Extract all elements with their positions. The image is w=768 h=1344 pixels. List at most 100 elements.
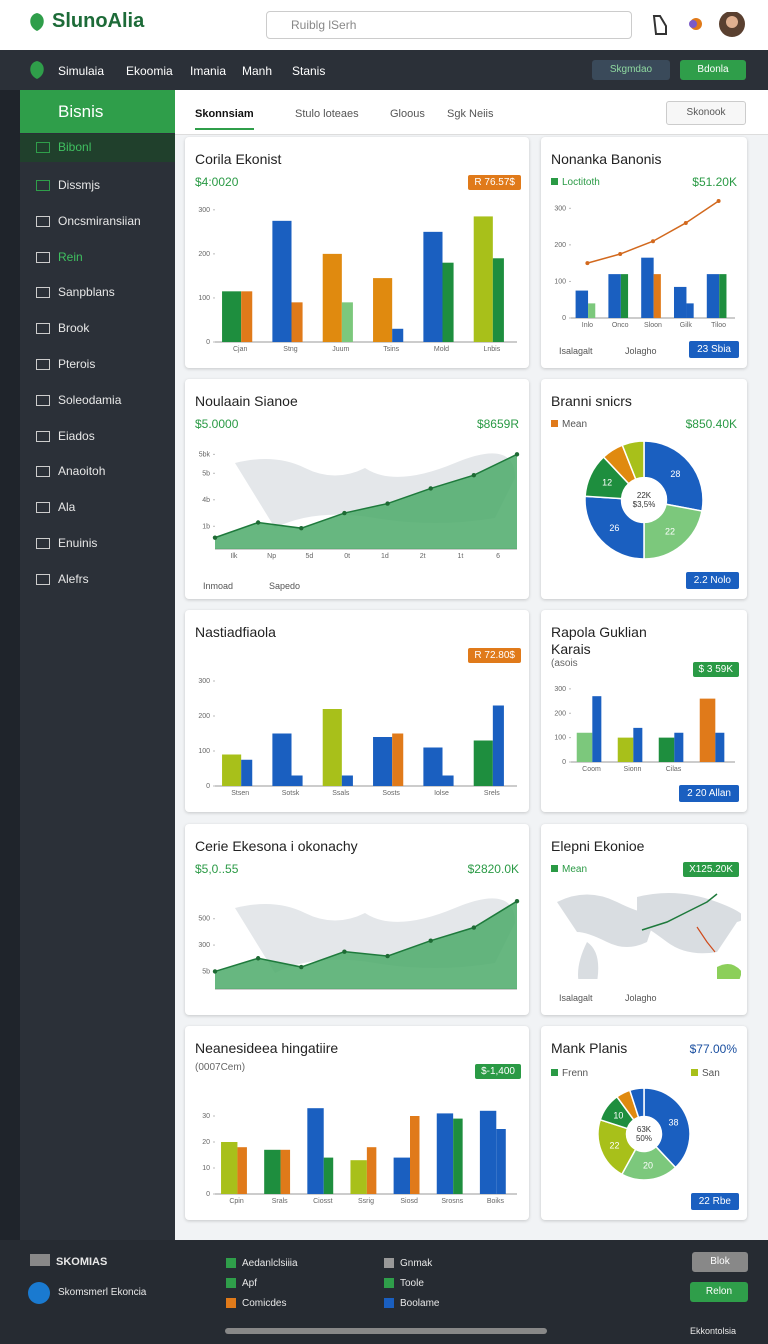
card-title: Noulaain Sianoe: [195, 393, 298, 409]
y-tick-label: 100: [198, 748, 210, 755]
footer-icon: [30, 1254, 50, 1266]
card-subtitle: (asois: [551, 658, 578, 669]
legend-swatch: [551, 865, 558, 872]
pie-label: 20: [643, 1160, 653, 1170]
bar: [350, 1160, 367, 1194]
footer-legend-swatch: [226, 1278, 236, 1288]
footer-note: Ekkontolsia: [690, 1326, 737, 1336]
bar: [575, 290, 589, 318]
map-land: [717, 963, 741, 979]
footer-button[interactable]: Relon: [690, 1282, 748, 1302]
area: [215, 901, 517, 989]
sidebar-item[interactable]: Eiados: [58, 428, 95, 443]
line-point: [683, 220, 688, 225]
sidebar-item[interactable]: Soleodamia: [58, 392, 122, 407]
card-value: $850.40K: [685, 417, 737, 431]
area-point: [299, 525, 304, 531]
sidebar-item[interactable]: Rein: [58, 249, 83, 264]
card-value: $4:0020: [195, 175, 239, 189]
tab[interactable]: Gloous: [390, 108, 425, 120]
bar: [392, 733, 404, 786]
card-title: Nonanka Banonis: [551, 151, 662, 167]
bar: [264, 1149, 281, 1194]
area-point: [385, 501, 390, 506]
bar: [423, 231, 443, 342]
footer-legend-swatch: [226, 1258, 236, 1268]
area-point: [299, 964, 304, 970]
bar: [674, 732, 684, 762]
nav-item[interactable]: Imania: [190, 64, 227, 78]
sidebar-item[interactable]: Brook: [58, 321, 90, 336]
bar: [719, 274, 727, 318]
card-button[interactable]: 23 Sbia: [689, 341, 739, 358]
sidebar-icon: [36, 180, 50, 191]
x-tick-label: Coom: [582, 766, 601, 773]
x-tick-label: Ssals: [332, 790, 350, 797]
map-route: [641, 893, 718, 931]
y-tick-label: 300: [198, 942, 210, 949]
pie-center: 63K: [637, 1125, 652, 1134]
card-button[interactable]: 2 20 Allan: [679, 785, 739, 802]
sidebar-item[interactable]: Ala: [58, 500, 76, 515]
area-point: [255, 956, 261, 961]
footer-button[interactable]: Blok: [692, 1252, 748, 1272]
nav-button[interactable]: Bdonla: [680, 60, 746, 80]
sidebar-item[interactable]: Enuinis: [58, 536, 98, 550]
logo[interactable]: SlunoAlia: [26, 10, 144, 33]
sidebar-item[interactable]: Anaoitoh: [58, 464, 106, 479]
nav-item[interactable]: Manh: [242, 64, 273, 78]
nav-item[interactable]: Stanis: [292, 64, 326, 78]
bar: [706, 274, 720, 318]
card-button[interactable]: 2.2 Nolo: [685, 572, 739, 589]
x-tick-label: Inlo: [582, 322, 593, 329]
bar: [473, 740, 493, 786]
nav-item[interactable]: Ekoomia: [126, 64, 173, 78]
y-tick-label: 10: [202, 1165, 210, 1172]
legend-item: Mean: [551, 864, 587, 875]
legend-item: Mean: [551, 419, 587, 430]
footer-link-icon[interactable]: [28, 1282, 50, 1304]
sidebar-item[interactable]: Oncsmiransiian: [58, 213, 141, 228]
nav-item[interactable]: Simulaia: [58, 64, 105, 78]
card-title: Branni snicrs: [551, 393, 632, 409]
tab[interactable]: Skonnsiam: [195, 108, 254, 130]
legend-swatch: [551, 1069, 558, 1076]
bar: [633, 727, 643, 762]
tab[interactable]: Stulo loteaes: [295, 108, 359, 120]
line-point: [716, 199, 721, 203]
x-tick-label: Boiks: [487, 1198, 505, 1205]
card-button[interactable]: 22 Rbe: [690, 1193, 739, 1210]
bar: [373, 737, 393, 786]
sidebar-item[interactable]: Dissmjs: [58, 178, 100, 192]
bar: [592, 696, 602, 762]
footer-legend-swatch: [384, 1258, 394, 1268]
x-tick-label: Ilk: [230, 553, 238, 560]
tab[interactable]: Sgk Neiis: [447, 108, 494, 120]
y-tick-label: 0: [206, 1191, 210, 1198]
footer-legend-swatch: [384, 1278, 394, 1288]
nav-button[interactable]: Skgmdao: [592, 60, 670, 80]
x-tick-label: Tiloo: [711, 322, 726, 329]
bar: [291, 775, 303, 786]
x-tick-label: Cjan: [233, 346, 248, 353]
bar: [241, 291, 253, 342]
header: SlunoAlia Ruiblg lSerh: [0, 0, 768, 50]
x-tick-label: Stsen: [231, 790, 249, 797]
sidebar-item[interactable]: Alefrs: [58, 571, 89, 586]
scrollbar: [225, 1328, 547, 1334]
line-point: [618, 252, 623, 257]
y-tick-label: 300: [198, 678, 210, 685]
tab-button[interactable]: Skonook: [666, 101, 746, 125]
y-tick-label: 0: [562, 315, 566, 322]
search-box[interactable]: Ruiblg lSerh: [266, 11, 632, 39]
pie-slice: [628, 1087, 645, 1119]
footer-link[interactable]: Skomsmerl Ekoncia: [58, 1287, 147, 1298]
sidebar-item[interactable]: Bibonl: [58, 140, 92, 154]
sidebar-icon: [36, 502, 50, 514]
sidebar-item[interactable]: Sanpblans: [58, 285, 115, 300]
sidebar-item[interactable]: Pterois: [58, 357, 96, 371]
bar: [653, 274, 661, 318]
pie-slice: [643, 440, 704, 512]
y-tick-label: 4b: [202, 497, 210, 504]
chart: [557, 893, 741, 979]
